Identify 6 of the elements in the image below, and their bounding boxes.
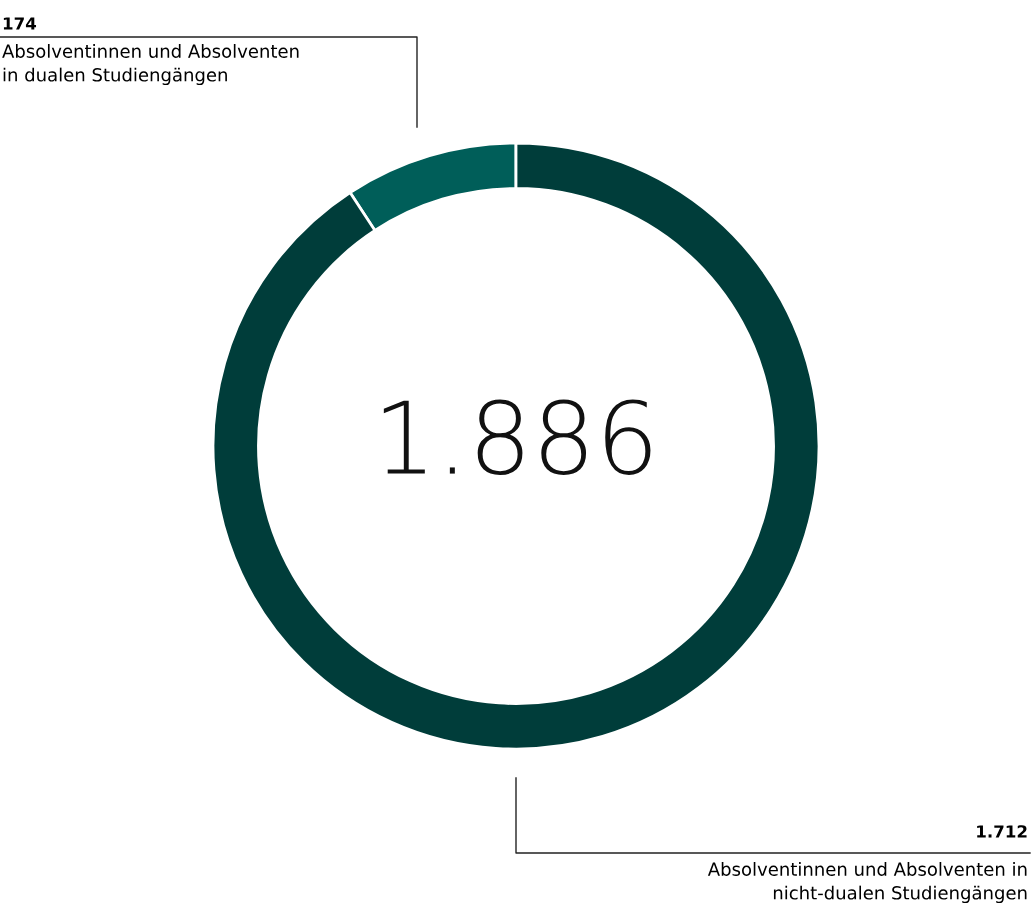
text: 1.886 [383,399,651,476]
slice-label: Absolventinnen und Absolventen in dualen Studiengängen [2,44,299,86]
data-label: 1.712 [977,825,1027,838]
slice-label: Absolventinnen und Absolventen in nicht-dualen Studiengängen [707,862,1027,904]
data-label: 174 [3,17,37,30]
donut-slice [211,141,821,751]
